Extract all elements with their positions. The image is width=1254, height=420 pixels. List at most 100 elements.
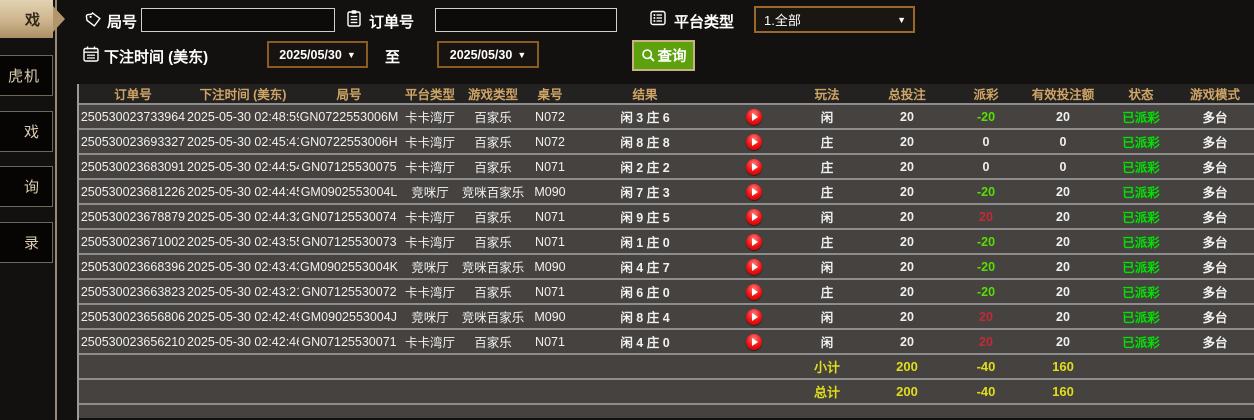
sidebar-divider [55, 0, 57, 420]
play-icon [751, 187, 758, 196]
payout-cell: -20 [952, 179, 1020, 205]
col-bet-time: 下注时间 (美东) [187, 84, 299, 105]
order-no-input[interactable] [435, 8, 617, 32]
table-no-cell: N071 [525, 229, 575, 255]
game-no-cell: GM0902553004J [299, 304, 399, 330]
replay-button[interactable] [745, 333, 762, 350]
payout-cell: 20 [952, 204, 1020, 230]
valid-bet-cell: 0 [1020, 154, 1106, 180]
status-cell: 已派彩 [1106, 104, 1176, 130]
table-no-cell: M090 [525, 304, 575, 330]
game-no-cell: GN0722553006M [299, 104, 399, 130]
sidebar-item-records[interactable]: 录 [0, 222, 53, 263]
play-type-cell: 庄 [792, 129, 862, 155]
table-no-cell: M090 [525, 254, 575, 280]
table-row: 250530023678879 2025-05-30 02:44:32 GN07… [79, 204, 1254, 230]
order-no-cell: 250530023693327 [79, 129, 187, 155]
bet-time-cell: 2025-05-30 02:43:55 [187, 229, 299, 255]
game-mode-cell: 多台 [1176, 304, 1254, 330]
date-to-value: 2025/05/30 [449, 47, 513, 62]
replay-button[interactable] [745, 183, 762, 200]
payout-cell: -20 [952, 229, 1020, 255]
replay-button[interactable] [745, 308, 762, 325]
col-game-mode: 游戏模式 [1176, 84, 1254, 105]
bet-time-cell: 2025-05-30 02:43:43 [187, 254, 299, 280]
table-no-cell: N071 [525, 154, 575, 180]
sidebar-item-query[interactable]: 询 [0, 166, 53, 207]
table-row: 250530023656806 2025-05-30 02:42:49 GM09… [79, 304, 1254, 330]
replay-cell [715, 229, 792, 255]
col-platform: 平台类型 [399, 84, 461, 105]
valid-bet-cell: 20 [1020, 304, 1106, 330]
play-type-cell: 闲 [792, 304, 862, 330]
replay-button[interactable] [745, 133, 762, 150]
status-cell: 已派彩 [1106, 204, 1176, 230]
bet-time-cell: 2025-05-30 02:45:41 [187, 129, 299, 155]
total-label: 总计 [792, 379, 862, 405]
play-icon [751, 137, 758, 146]
game-no-cell: GN0722553006H [299, 129, 399, 155]
subtotal-valid-bet: 160 [1020, 354, 1106, 380]
col-total-bet: 总投注 [862, 84, 952, 105]
total-bet-cell: 20 [862, 154, 952, 180]
replay-button[interactable] [745, 108, 762, 125]
total-bet-cell: 20 [862, 279, 952, 305]
total-bet-cell: 20 [862, 179, 952, 205]
clipboard-icon [347, 10, 361, 27]
play-type-cell: 闲 [792, 329, 862, 355]
play-icon [751, 287, 758, 296]
replay-button[interactable] [745, 258, 762, 275]
valid-bet-cell: 0 [1020, 129, 1106, 155]
play-type-cell: 庄 [792, 179, 862, 205]
platform-type-select[interactable]: 1.全部 ▼ [754, 6, 915, 33]
sidebar-item-slots[interactable]: 虎机 [0, 55, 53, 96]
result-cell: 闲 8 庄 4 [575, 304, 715, 330]
game-type-cell: 百家乐 [461, 329, 525, 355]
game-no-input[interactable] [141, 8, 335, 32]
game-no-cell: GN07125530074 [299, 204, 399, 230]
game-mode-cell: 多台 [1176, 179, 1254, 205]
total-row: 总计 200 -40 160 [79, 379, 1254, 405]
chevron-down-icon: ▼ [346, 49, 356, 60]
play-type-cell: 庄 [792, 229, 862, 255]
search-icon [641, 49, 655, 62]
date-from-picker[interactable]: 2025/05/30 ▼ [267, 41, 368, 68]
valid-bet-cell: 20 [1020, 329, 1106, 355]
bet-time-cell: 2025-05-30 02:42:46 [187, 329, 299, 355]
play-icon [751, 262, 758, 271]
empty-filler-row [79, 404, 1254, 418]
bet-time-label: 下注时间 (美东) [104, 49, 209, 66]
bet-time-cell: 2025-05-30 02:44:32 [187, 204, 299, 230]
payout-cell: -20 [952, 254, 1020, 280]
game-no-label: 局号 [107, 14, 138, 31]
valid-bet-cell: 20 [1020, 254, 1106, 280]
order-no-cell: 250530023683091 [79, 154, 187, 180]
game-no-cell: GN07125530073 [299, 229, 399, 255]
results-table-container: 订单号 下注时间 (美东) 局号 平台类型 游戏类型 桌号 结果 玩法 总投注 … [77, 84, 1254, 420]
sidebar-item-active-games[interactable]: 戏 [0, 0, 53, 38]
platform-list-icon [650, 10, 666, 26]
status-cell: 已派彩 [1106, 329, 1176, 355]
total-bet-cell: 20 [862, 129, 952, 155]
replay-button[interactable] [745, 158, 762, 175]
sidebar-item-games[interactable]: 戏 [0, 111, 53, 152]
table-row: 250530023671002 2025-05-30 02:43:55 GN07… [79, 229, 1254, 255]
replay-button[interactable] [745, 208, 762, 225]
game-type-cell: 百家乐 [461, 154, 525, 180]
game-mode-cell: 多台 [1176, 229, 1254, 255]
to-label: 至 [385, 49, 401, 66]
search-button[interactable]: 查询 [632, 40, 695, 71]
subtotal-payout: -40 [952, 354, 1020, 380]
game-no-cell: GM0902553004K [299, 254, 399, 280]
date-to-picker[interactable]: 2025/05/30 ▼ [437, 41, 539, 68]
status-cell: 已派彩 [1106, 304, 1176, 330]
replay-button[interactable] [745, 283, 762, 300]
results-table: 订单号 下注时间 (美东) 局号 平台类型 游戏类型 桌号 结果 玩法 总投注 … [79, 84, 1254, 418]
replay-button[interactable] [745, 233, 762, 250]
platform-cell: 卡卡湾厅 [399, 279, 461, 305]
col-replay [715, 84, 792, 105]
table-no-cell: N071 [525, 204, 575, 230]
valid-bet-cell: 20 [1020, 204, 1106, 230]
platform-type-value: 1.全部 [764, 13, 801, 28]
